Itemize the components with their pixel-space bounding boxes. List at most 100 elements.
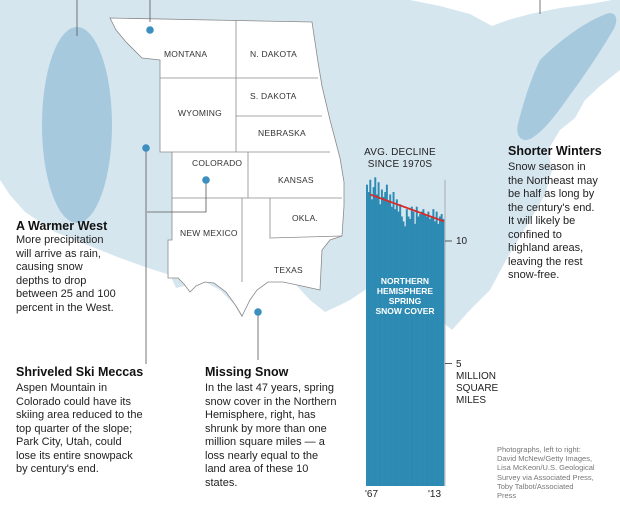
- chart-title-line: SNOW COVER: [375, 306, 435, 316]
- chart-bar: [397, 211, 400, 486]
- state-label: KANSAS: [278, 175, 314, 185]
- chart-bar: [374, 177, 377, 487]
- body-line: lose its entire snowpack: [16, 449, 133, 462]
- y-tick-10: 10: [456, 236, 468, 247]
- chart-bar: [400, 216, 403, 486]
- chart-bar: [382, 196, 385, 486]
- state-label: S. DAKOTA: [250, 91, 297, 101]
- chart-bar: [442, 218, 445, 486]
- chart-bar: [379, 204, 382, 486]
- chart-bar: [377, 182, 380, 486]
- credit-line: Lisa McKeon/U.S. Geological: [497, 463, 595, 473]
- chart-bar: [440, 214, 443, 487]
- leader-lines: [76, 0, 541, 364]
- body-line: states.: [205, 476, 238, 489]
- chart-bar: [425, 216, 428, 486]
- states-block: [109, 17, 345, 317]
- warmer-west-body: More precipitation will arrive as rain, …: [16, 234, 166, 315]
- chart-bar: [410, 206, 413, 486]
- body-line: be half as long by: [508, 188, 595, 200]
- credit-line: Press: [497, 491, 517, 501]
- body-line: Colorado could have its: [16, 395, 131, 408]
- chart-title-line: NORTHERN: [380, 276, 430, 286]
- body-line: Hemisphere, right, has: [205, 409, 316, 421]
- chart-bar: [430, 216, 433, 486]
- chart-bar: [439, 216, 441, 486]
- x-label-start: '67: [365, 489, 379, 500]
- chart-bar: [375, 194, 378, 486]
- chart-annotation-line: AVG. DECLINE: [364, 147, 436, 158]
- chart-bar: [405, 209, 408, 486]
- state-label: NEW MEXICO: [180, 228, 238, 238]
- chart-bar: [437, 223, 440, 486]
- state-label: WYOMING: [178, 108, 222, 118]
- body-line: Snow season in: [508, 161, 586, 173]
- chart-bar: [387, 201, 390, 487]
- chart-bar: [404, 226, 407, 487]
- state-label: NEBRASKA: [258, 128, 306, 138]
- chart-bar: [367, 192, 370, 486]
- marker-glacier: [146, 26, 154, 34]
- state-label: MONTANA: [164, 49, 207, 59]
- body-line: It will likely be: [508, 215, 576, 227]
- ski-meccas-title: Shriveled Ski Meccas: [16, 365, 144, 379]
- body-line: shrunk by more than one: [205, 422, 327, 435]
- body-line: the century's end.: [508, 201, 595, 214]
- body-line: between 25 and 100: [16, 288, 116, 300]
- chart-annotation-line: SINCE 1970S: [367, 159, 433, 170]
- chart-bar: [432, 209, 435, 486]
- credit-line: David McNew/Getty Images,: [497, 454, 593, 464]
- missing-snow-annotation: Missing Snow In the last 47 years, sprin…: [205, 365, 355, 490]
- chart-bar: [434, 221, 436, 486]
- shorter-winters-body: Snow season in the Northeast may be half…: [508, 161, 618, 283]
- body-line: More precipitation: [16, 234, 104, 246]
- chart-bar: [390, 206, 393, 486]
- chart-bar: [415, 206, 418, 486]
- trend-line: [369, 193, 445, 223]
- body-line: top quarter of the slope;: [16, 422, 133, 435]
- body-line: land area of these 10: [205, 463, 309, 475]
- chart-title: NORTHERN HEMISPHERE SPRING SNOW COVER: [366, 276, 444, 316]
- credit-line: Survey via Associated Press,: [497, 472, 594, 482]
- chart-bar: [414, 223, 417, 486]
- chart-title-line: HEMISPHERE: [376, 286, 434, 296]
- chart-bar: [389, 194, 392, 486]
- chart-bar: [372, 187, 375, 486]
- shorter-winters-title: Shorter Winters: [508, 144, 602, 158]
- y-tick-5: 5: [456, 359, 462, 370]
- state-label: N. DAKOTA: [250, 49, 297, 59]
- body-line: leaving the rest: [508, 255, 583, 268]
- chart-bar: [407, 216, 410, 486]
- body-line: confined to: [508, 228, 562, 241]
- missing-snow-body: In the last 47 years, spring snow cover …: [205, 382, 355, 490]
- chart-bar: [417, 216, 420, 486]
- body-line: highland areas,: [508, 242, 584, 254]
- chart-bar: [420, 211, 423, 486]
- chart-bar: [399, 204, 402, 486]
- ski-meccas-annotation: Shriveled Ski Meccas Aspen Mountain in C…: [16, 365, 186, 477]
- chart-bar: [394, 209, 397, 486]
- body-line: Aspen Mountain in: [16, 382, 108, 394]
- chart-annotation: AVG. DECLINE SINCE 1970S: [360, 147, 440, 171]
- body-line: causing snow: [16, 261, 83, 273]
- chart-bar: [409, 218, 412, 486]
- chart-bar: [419, 214, 422, 487]
- location-markers: [142, 26, 262, 316]
- chart-bar: [370, 199, 373, 486]
- missing-snow-title: Missing Snow: [205, 365, 289, 379]
- credit-line: Toby Talbot/Associated: [497, 481, 574, 491]
- chart-bar: [435, 211, 438, 486]
- ski-meccas-body: Aspen Mountain in Colorado could have it…: [16, 382, 186, 477]
- y-unit: MILLION SQUARE MILES: [456, 371, 498, 407]
- chart-bar: [366, 184, 368, 486]
- body-line: In the last 47 years, spring: [205, 382, 335, 394]
- state-borders: [160, 20, 343, 282]
- chart-bar: [385, 184, 388, 486]
- warmer-west-annotation: A Warmer West More precipitation will ar…: [16, 219, 166, 315]
- marker-west: [142, 144, 150, 152]
- state-label: OKLA.: [292, 213, 318, 223]
- snow-cover-chart: [366, 177, 452, 487]
- marker-texas: [254, 308, 262, 316]
- body-line: Park City, Utah, could: [16, 436, 122, 448]
